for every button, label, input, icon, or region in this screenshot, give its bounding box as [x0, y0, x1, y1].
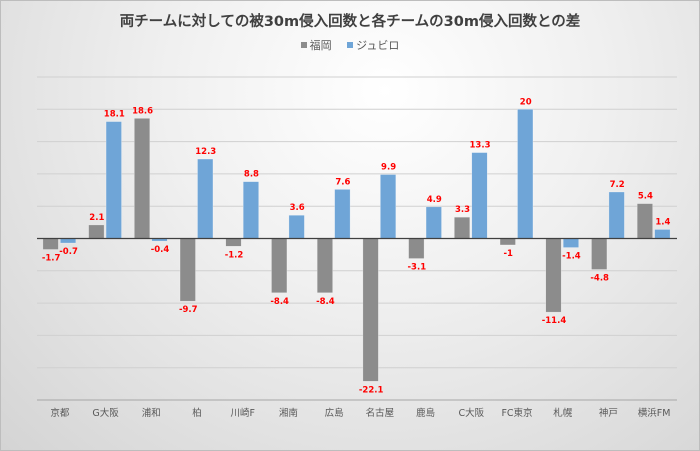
- bar-fukuoka: [316, 238, 333, 294]
- bar-jubilo: [425, 206, 442, 239]
- data-label: -0.4: [151, 245, 170, 255]
- data-label: 7.6: [335, 177, 350, 187]
- data-label: -0.7: [59, 247, 78, 257]
- bar-jubilo: [197, 158, 214, 239]
- x-tick-label: 鹿島: [416, 407, 435, 419]
- legend: 福岡 ジュビロ: [0, 37, 700, 53]
- bar-fukuoka: [271, 238, 288, 294]
- bar-jubilo: [608, 191, 625, 239]
- chart-title: 両チームに対しての被30m侵入回数と各チームの30m侵入回数との差: [119, 14, 581, 30]
- data-label: 2.1: [89, 213, 104, 223]
- data-label: 3.3: [455, 205, 470, 215]
- data-label: 1.4: [655, 217, 670, 227]
- bar-jubilo: [380, 174, 397, 239]
- bar-fukuoka: [545, 238, 562, 313]
- x-tick-label: 湘南: [279, 407, 298, 419]
- data-label: 5.4: [638, 192, 653, 202]
- data-label: -11.4: [542, 316, 567, 326]
- data-label: -22.1: [359, 385, 384, 395]
- data-label: -1.4: [562, 252, 581, 262]
- bar-jubilo: [471, 152, 488, 239]
- x-tick-label: 京都: [50, 407, 70, 419]
- data-label: -1.2: [225, 250, 244, 260]
- data-label: -4.8: [590, 274, 609, 284]
- data-label: -1.7: [42, 253, 61, 263]
- legend-label-fukuoka: 福岡: [309, 39, 332, 52]
- data-label: -9.7: [179, 305, 198, 315]
- data-label: -8.4: [270, 297, 289, 307]
- bar-fukuoka: [636, 203, 653, 239]
- data-label: 13.3: [470, 141, 491, 151]
- legend-swatch-jubilo: [347, 42, 354, 48]
- bar-fukuoka: [408, 238, 425, 259]
- bar-jubilo: [654, 229, 671, 239]
- data-label: -1: [504, 249, 514, 259]
- bar-jubilo: [60, 238, 77, 244]
- x-tick-label: 浦和: [142, 407, 161, 419]
- x-tick-label: C大阪: [458, 407, 484, 419]
- data-label: -8.4: [316, 297, 335, 307]
- bar-fukuoka: [179, 238, 196, 302]
- bar-jubilo: [105, 121, 122, 239]
- legend-swatch-fukuoka: [300, 42, 307, 48]
- x-tick-label: 川崎F: [230, 407, 254, 419]
- data-label: 18.1: [104, 110, 125, 120]
- data-label: 7.2: [610, 180, 625, 190]
- bar-jubilo: [334, 189, 351, 239]
- data-label: 20: [520, 97, 532, 107]
- bar-jubilo: [242, 181, 259, 239]
- bar-fukuoka: [88, 224, 105, 239]
- data-label: -3.1: [408, 263, 427, 273]
- data-label: 9.9: [381, 163, 396, 173]
- data-label: 12.3: [195, 147, 216, 157]
- x-tick-label: 横浜FM: [638, 407, 671, 419]
- data-label: 3.6: [290, 203, 305, 213]
- x-tick-label: 名古屋: [366, 407, 395, 419]
- bar-fukuoka: [454, 216, 471, 239]
- data-label: 4.9: [427, 195, 442, 205]
- bar-jubilo: [517, 109, 534, 239]
- bar-fukuoka: [362, 238, 379, 382]
- legend-item-jubilo: ジュビロ: [347, 37, 399, 53]
- legend-item-fukuoka: 福岡: [300, 37, 332, 53]
- x-tick-label: 広島: [325, 407, 344, 419]
- bar-fukuoka: [134, 118, 151, 239]
- x-tick-label: 柏: [192, 407, 202, 419]
- bar-jubilo: [288, 214, 305, 239]
- x-tick-label: G大阪: [92, 407, 119, 419]
- x-tick-label: 札幌: [553, 407, 573, 419]
- x-tick-label: FC東京: [501, 407, 532, 419]
- bar-jubilo: [562, 238, 579, 248]
- bar-fukuoka: [42, 238, 59, 250]
- bar-fukuoka: [499, 238, 516, 246]
- data-label: 8.8: [244, 170, 259, 180]
- data-label: 18.6: [132, 106, 153, 116]
- bar-fukuoka: [591, 238, 608, 270]
- bar-fukuoka: [225, 238, 242, 247]
- x-tick-label: 神戸: [599, 407, 618, 419]
- legend-label-jubilo: ジュビロ: [356, 39, 400, 52]
